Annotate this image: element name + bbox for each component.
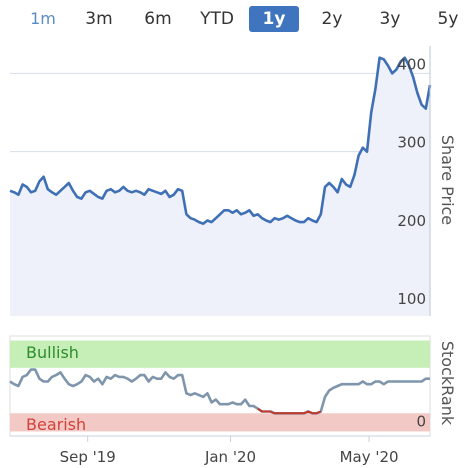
x-tick-label: May '20 [340,448,399,466]
tab-ytd[interactable]: YTD [200,9,234,29]
bullish-label: Bullish [26,343,79,362]
price-y-tick-label: 400 [397,55,426,73]
bearish-band [10,413,430,432]
price-y-tick-label: 200 [397,212,426,230]
tab-5y[interactable]: 5y [437,9,459,29]
rank-y-tick-label: 0 [416,412,426,430]
tab-3m[interactable]: 3m [85,9,113,29]
rank-line [9,368,430,415]
tab-3y[interactable]: 3y [379,9,401,29]
x-tick-label: Jan '20 [204,448,256,466]
price-chart: 100 200 300 400 Share Price [9,46,457,316]
price-y-ticks: 100 200 300 400 [397,55,426,308]
rank-ylabel: StockRank [438,341,457,426]
x-axis: Sep '19 Jan '20 May '20 [10,435,430,466]
price-area [10,57,430,316]
price-line [9,56,432,225]
tab-1y[interactable]: 1y [249,6,299,32]
rank-bearish-segment [257,407,322,415]
price-y-tick-label: 100 [397,290,426,308]
rank-chart: Bullish Bearish 0 StockRank [9,335,457,437]
tab-6m[interactable]: 6m [144,9,172,29]
bullish-band [10,340,430,368]
tab-1m[interactable]: 1m [30,9,56,28]
price-y-tick-label: 300 [397,134,426,152]
price-ylabel: Share Price [438,135,457,225]
rank-y-ticks: 0 [416,412,426,430]
range-tabs: 1m 3m 6m YTD 1y 2y 3y 5y [0,6,471,34]
bearish-label: Bearish [26,415,86,434]
tab-2y[interactable]: 2y [321,9,343,29]
x-tick-label: Sep '19 [60,448,116,466]
